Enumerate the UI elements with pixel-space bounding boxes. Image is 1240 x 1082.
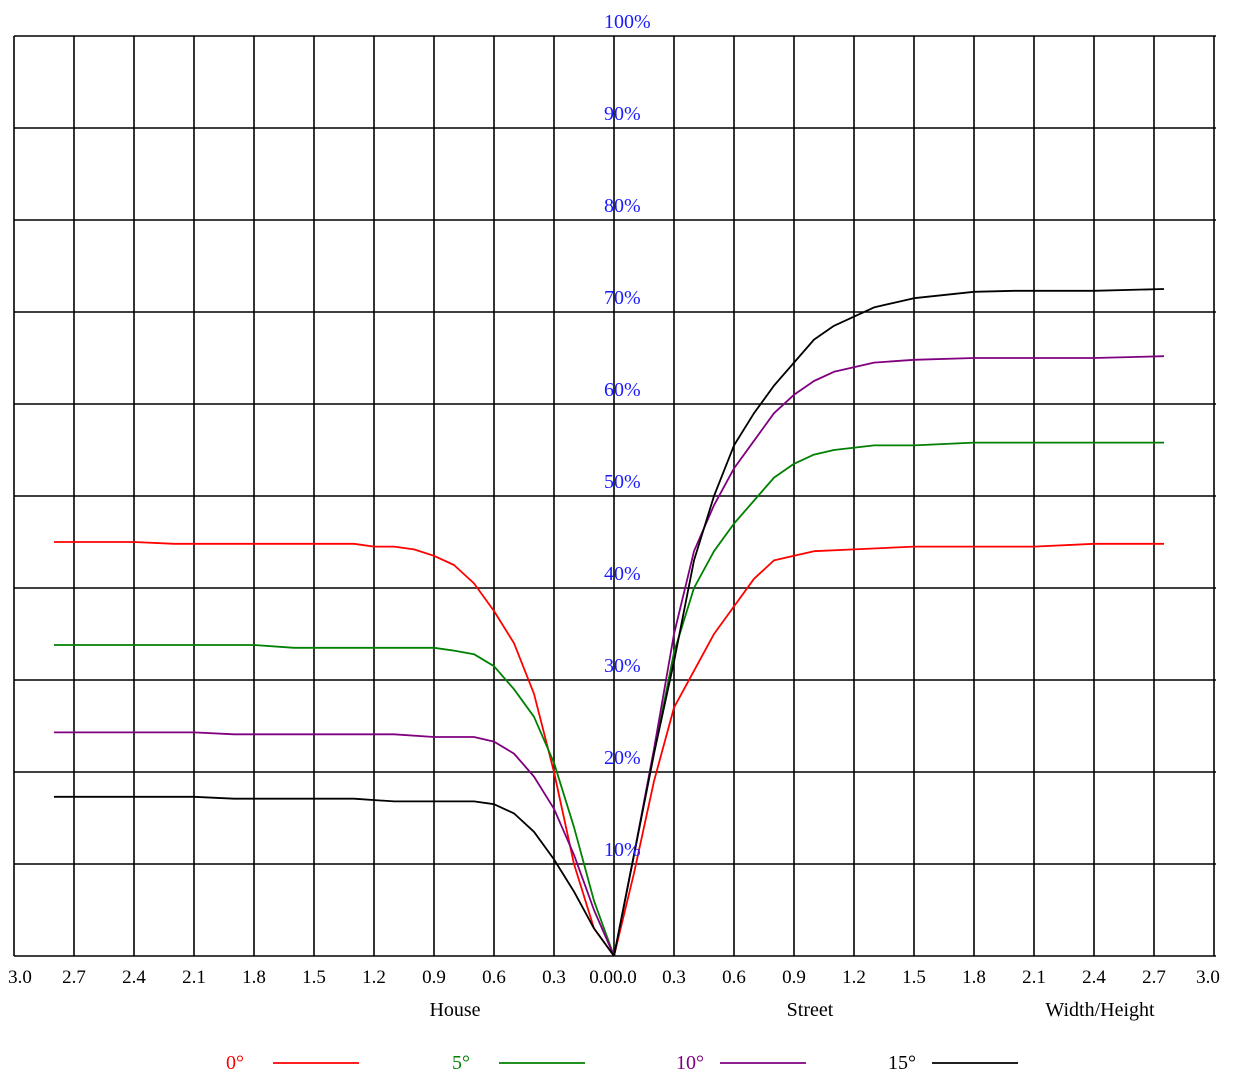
x-tick-label: 0.3 [662,967,686,988]
x-tick-label: 1.5 [302,967,326,988]
y-tick-label: 40% [604,563,641,585]
series-line-street-2 [613,355,1165,957]
y-tick-label: 60% [604,379,641,401]
x-tick-label: 0.6 [482,967,506,988]
x-tick-label: 1.2 [362,967,386,988]
legend-label: 15° [888,1052,916,1074]
y-tick-label: 30% [604,655,641,677]
x-tick-label: 0.0 [589,967,613,988]
x-tick-label: 0.9 [422,967,446,988]
y-tick-label: 90% [604,103,641,125]
legend-label: 5° [452,1052,470,1074]
x-tick-label: 0.0 [613,967,637,988]
width-height-axis-label: Width/Height [1045,999,1155,1021]
x-tick-label: 1.2 [842,967,866,988]
y-tick-label: 10% [604,839,641,861]
series-line-house-2 [54,731,615,957]
x-tick-label: 2.7 [1142,967,1166,988]
x-tick-label: 2.1 [1022,967,1046,988]
y-tick-label: 50% [604,471,641,493]
chart-legend: 0° 5° 10° 15° [226,1052,1018,1074]
x-tick-label: 2.4 [122,967,146,988]
x-tick-label: 1.8 [242,967,266,988]
x-tick-label: 3.0 [1196,967,1220,988]
series-line-street-1 [613,441,1164,957]
chart-series [54,288,1165,957]
y-tick-label: 20% [604,747,641,769]
street-axis-label: Street [787,999,834,1021]
x-tick-label: 0.3 [542,967,566,988]
x-tick-label: 3.0 [8,967,32,988]
legend-label: 10° [676,1052,704,1074]
x-tick-label: 1.8 [962,967,986,988]
x-tick-label: 2.7 [62,967,86,988]
x-tick-label: 1.5 [902,967,926,988]
x-tick-label: 0.9 [782,967,806,988]
series-line-street-3 [613,288,1165,957]
series-line-house-0 [54,541,615,957]
x-tick-label: 2.4 [1082,967,1106,988]
x-tick-label: 2.1 [182,967,206,988]
legend-label: 0° [226,1052,244,1074]
series-line-house-3 [54,795,615,957]
y-tick-label: 100% [604,11,651,33]
series-line-house-1 [54,644,615,957]
y-tick-label: 70% [604,287,641,309]
y-tick-label: 80% [604,195,641,217]
series-line-street-0 [613,542,1164,957]
chart-grid [13,35,1216,957]
house-axis-label: House [429,999,480,1021]
y-tick-labels: 10% 20% 30% 40% 50% 60% 70% 80% 90% 100% [604,11,651,861]
x-tick-label: 0.6 [722,967,746,988]
x-tick-labels: 3.0 2.7 2.4 2.1 1.8 1.5 1.2 0.9 0.6 0.3 0.0 0.0 0.3 0… [8,967,1220,988]
